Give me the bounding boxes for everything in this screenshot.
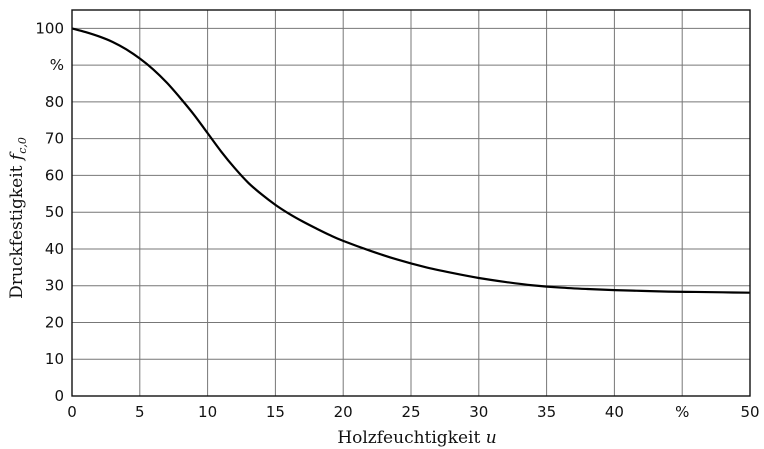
x-tick-labels: 0 5 10 15 20 25 30 35 40% 50 [67,403,759,421]
y-tick-label-10: 100 [35,19,64,37]
y-tick-label-3: 30 [45,277,64,295]
y-tick-label-7: 70 [45,130,64,148]
y-tick-label-0: 0 [54,387,64,405]
x-tick-label-6: 30 [469,403,488,421]
y-tick-label-8: 80 [45,93,64,111]
x-tick-label-5: 25 [401,403,420,421]
series-lines [71,27,751,294]
y-tick-labels: 0 10 20 30 40 50 60 70 80% 100 [35,19,64,405]
x-tick-label-7: 35 [537,403,556,421]
x-tick-label-2: 10 [198,403,217,421]
x-tick-label-0: 0 [67,403,77,421]
series-line-0 [71,27,751,294]
y-axis-title-symbol: f [7,151,27,162]
y-tick-label-9: % [50,56,64,74]
y-axis-title-subscript: c,0 [16,137,29,154]
y-tick-label-2: 20 [45,313,64,331]
x-axis-title: Holzfeuchtigkeit u [337,428,496,448]
x-tick-label-10: 50 [740,403,759,421]
x-tick-label-8: 40 [605,403,624,421]
y-tick-label-1: 10 [45,350,64,368]
y-tick-label-4: 40 [45,240,64,258]
x-axis-title-symbol: u [486,428,497,448]
x-axis-title-text: Holzfeuchtigkeit [337,428,485,448]
x-tick-label-9: % [675,403,689,421]
grid-lines [71,10,751,397]
y-tick-label-5: 50 [45,203,64,221]
y-tick-label-6: 60 [45,166,64,184]
y-axis-title-text: Druckfestigkeit [7,160,27,299]
y-axis-title: Druckfestigkeit fc,0 [7,137,29,299]
x-tick-label-4: 20 [334,403,353,421]
plot-frame [71,9,751,397]
x-tick-label-1: 5 [135,403,145,421]
x-tick-label-3: 15 [266,403,285,421]
